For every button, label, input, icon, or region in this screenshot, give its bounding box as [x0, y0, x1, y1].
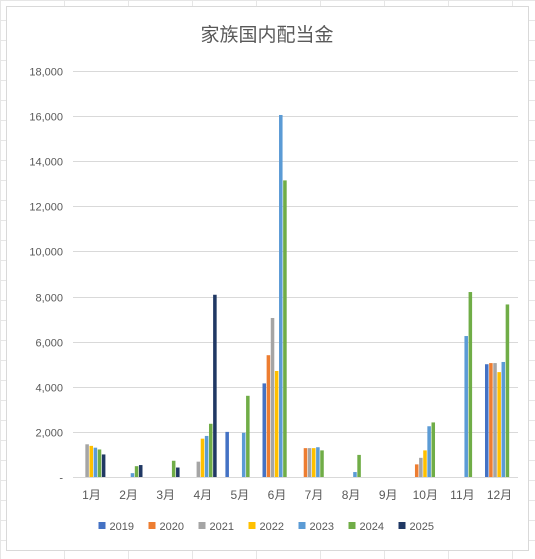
x-tick-label: 6月	[268, 488, 287, 502]
bar-2022-1月	[89, 445, 94, 477]
bar-2021-1月	[85, 444, 89, 477]
bar-2023-6月	[279, 114, 283, 477]
chart-title: 家族国内配当金	[200, 24, 333, 46]
x-tick-label: 2月	[119, 488, 138, 502]
legend-label: 2025	[410, 521, 434, 533]
bar-2024-5月	[246, 395, 250, 477]
bar-2024-12月	[505, 304, 510, 477]
bar-2020-12月	[489, 363, 493, 477]
bar-2020-10月	[414, 464, 419, 477]
x-tick-label: 5月	[231, 488, 250, 502]
x-tick-label: 11月	[450, 488, 474, 502]
bar-2020-7月	[303, 448, 308, 477]
x-tick-label: 10月	[413, 488, 438, 502]
x-tick-label: 1月	[82, 488, 101, 502]
y-tick-label: 4,000	[35, 383, 63, 395]
x-tick-label: 12月	[487, 488, 512, 502]
bar-2021-7月	[307, 448, 312, 477]
legend-item-2025: 2025	[398, 521, 434, 533]
y-tick-label: 12,000	[29, 202, 63, 214]
bar-2025-2月	[138, 465, 143, 477]
bar-2020-6月	[266, 355, 271, 477]
bar-2021-10月	[419, 457, 423, 477]
bar-2024-10月	[431, 422, 436, 477]
legend: 2019 2020 2021 2022 2023 2024 2025	[98, 521, 434, 533]
legend-swatch	[98, 522, 106, 529]
x-tick-label: 9月	[379, 488, 398, 502]
bar-2023-12月	[501, 361, 506, 477]
bar-2022-10月	[423, 450, 427, 477]
bar-2022-4月	[200, 438, 205, 477]
bar-2024-6月	[283, 180, 287, 477]
bar-2021-6月	[270, 317, 275, 477]
y-tick-label: 16,000	[29, 112, 63, 124]
bar-2023-4月	[204, 435, 209, 477]
bar-2024-8月	[357, 454, 361, 477]
bar-2023-1月	[93, 447, 98, 477]
y-tick-label: -	[59, 473, 63, 485]
bar-2025-4月	[213, 294, 217, 477]
y-axis-tick-labels: - 2,000 4,000 6,000 8,000 10,000 12,000 14,000 1…	[29, 67, 63, 485]
x-tick-label: 3月	[156, 488, 175, 502]
bar-2024-11月	[468, 292, 473, 477]
bar-2022-6月	[274, 370, 279, 477]
x-tick-label: 4月	[193, 488, 212, 502]
legend-item-2023: 2023	[298, 521, 334, 533]
legend-label: 2024	[360, 521, 384, 533]
legend-item-2021: 2021	[198, 521, 234, 533]
bar-2023-2月	[130, 473, 135, 477]
legend-label: 2019	[110, 521, 134, 533]
bar-2023-11月	[464, 336, 468, 477]
y-tick-label: 10,000	[29, 247, 63, 259]
legend-swatch	[348, 522, 356, 529]
bar-2019-6月	[262, 383, 267, 477]
legend-item-2024: 2024	[348, 521, 384, 533]
bars	[85, 114, 510, 477]
y-tick-label: 8,000	[35, 293, 63, 305]
bar-2019-5月	[225, 431, 229, 477]
legend-swatch	[198, 522, 206, 529]
bar-2024-7月	[320, 450, 324, 477]
bar-2024-3月	[171, 460, 176, 477]
y-tick-label: 18,000	[29, 67, 63, 79]
bar-2023-8月	[353, 472, 357, 477]
legend-item-2022: 2022	[248, 521, 284, 533]
bar-2023-7月	[316, 447, 320, 477]
y-tick-label: 14,000	[29, 157, 63, 169]
chart-area[interactable]: 家族国内配当金 - 2,000 4,000 6,000 8,000 10,000 12,00…	[6, 6, 529, 551]
legend-item-2020: 2020	[148, 521, 184, 533]
bar-2023-10月	[427, 426, 431, 477]
bar-2023-5月	[241, 432, 246, 477]
bar-2021-12月	[493, 363, 497, 477]
legend-swatch	[298, 522, 306, 529]
legend-label: 2020	[160, 521, 184, 533]
bar-2025-1月	[101, 454, 106, 477]
bar-2021-4月	[196, 461, 201, 477]
bar-2022-7月	[311, 448, 316, 477]
legend-label: 2023	[310, 521, 334, 533]
legend-swatch	[398, 522, 406, 529]
bar-2022-12月	[497, 372, 501, 477]
legend-label: 2021	[210, 521, 234, 533]
bar-2024-1月	[97, 449, 102, 477]
x-tick-label: 8月	[342, 488, 361, 502]
x-axis-tick-labels: 1月 2月 3月 4月 5月 6月 7月 8月 9月 10月 11月 12月	[82, 488, 512, 502]
bar-2024-2月	[134, 466, 139, 477]
legend-swatch	[248, 522, 256, 529]
bar-2019-12月	[485, 364, 489, 477]
legend-label: 2022	[260, 521, 284, 533]
y-tick-label: 6,000	[35, 338, 63, 350]
bar-2025-3月	[176, 467, 180, 477]
legend-item-2019: 2019	[98, 521, 134, 533]
y-tick-label: 2,000	[35, 428, 63, 440]
legend-swatch	[148, 522, 156, 529]
bar-2024-4月	[208, 423, 213, 477]
y-gridlines	[73, 71, 518, 433]
x-tick-label: 7月	[305, 488, 324, 502]
bar-chart: 家族国内配当金 - 2,000 4,000 6,000 8,000 10,000 12,00…	[29, 24, 518, 533]
